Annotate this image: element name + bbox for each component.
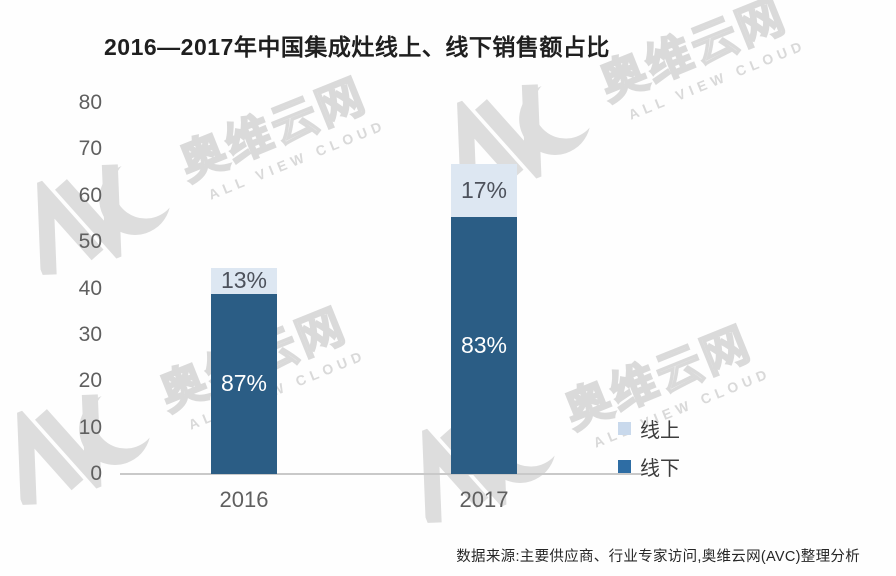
bar-segment-offline: 83%	[451, 216, 517, 474]
y-tick-label: 40	[78, 276, 102, 300]
segment-value-label: 87%	[220, 370, 268, 397]
y-tick-label: 20	[78, 369, 102, 393]
legend-item-online: 线上	[618, 414, 680, 443]
plot-area: 13% 87% 17% 83%	[120, 103, 648, 475]
y-tick-label: 30	[78, 322, 102, 346]
segment-value-label: 13%	[220, 267, 268, 294]
y-tick-label: 10	[78, 415, 102, 439]
bar-segment-online: 13%	[211, 267, 277, 294]
watermark-caption: ALL VIEW CLOUD	[625, 36, 809, 123]
source-note: 数据来源:主要供应商、行业专家访问,奥维云网(AVC)整理分析	[456, 549, 860, 565]
legend-item-offline: 线下	[618, 452, 680, 481]
segment-value-label: 17%	[460, 176, 508, 203]
legend-label: 线下	[640, 458, 680, 480]
y-tick-label: 70	[78, 137, 102, 161]
legend-swatch-online	[618, 422, 631, 435]
x-axis-line	[120, 473, 648, 475]
segment-value-label: 83%	[460, 331, 508, 358]
y-axis: 0 10 20 30 40 50 60 70 80	[62, 91, 102, 485]
bar-2016: 13% 87%	[211, 267, 277, 474]
y-tick-label: 0	[90, 462, 102, 485]
legend-swatch-offline	[618, 460, 631, 473]
y-tick-label: 80	[78, 91, 102, 114]
bar-segment-online: 17%	[451, 163, 517, 217]
legend: 线上 线下	[618, 414, 680, 481]
watermark-brand-cn: 奥维云网	[591, 0, 794, 111]
y-tick-label: 60	[78, 183, 102, 207]
legend-label: 线上	[640, 420, 680, 442]
bar-2017: 17% 83%	[451, 163, 517, 474]
bar-segment-offline: 87%	[211, 293, 277, 474]
chart-title: 2016—2017年中国集成灶线上、线下销售额占比	[104, 34, 610, 60]
x-axis-label-2016: 2016	[219, 487, 269, 512]
x-axis-label-2017: 2017	[459, 487, 509, 512]
y-tick-label: 50	[78, 230, 102, 254]
